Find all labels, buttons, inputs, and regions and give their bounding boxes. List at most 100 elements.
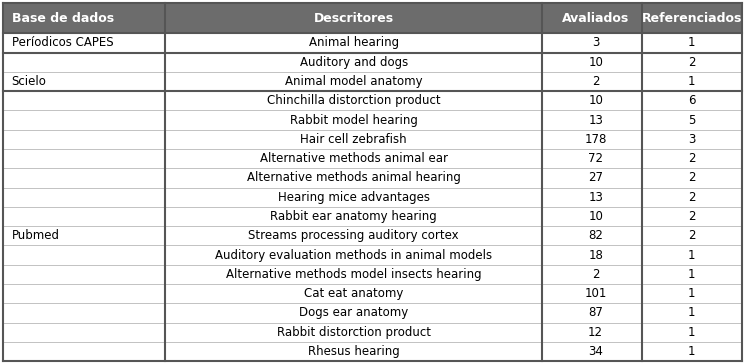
Text: Auditory and dogs: Auditory and dogs bbox=[300, 56, 408, 69]
Text: 82: 82 bbox=[588, 229, 603, 242]
Text: 6: 6 bbox=[688, 94, 695, 107]
Bar bbox=[542, 130, 649, 149]
Text: 5: 5 bbox=[688, 114, 695, 127]
Bar bbox=[165, 33, 542, 52]
Bar bbox=[165, 323, 542, 342]
Text: Pubmed: Pubmed bbox=[11, 229, 60, 242]
Bar bbox=[3, 110, 165, 130]
Bar bbox=[165, 52, 542, 72]
Text: 2: 2 bbox=[688, 152, 695, 165]
Text: Períodicos CAPES: Períodicos CAPES bbox=[11, 36, 113, 50]
Bar bbox=[642, 245, 741, 265]
Text: Rhesus hearing: Rhesus hearing bbox=[308, 345, 399, 358]
Bar bbox=[542, 91, 649, 110]
Text: Hair cell zebrafish: Hair cell zebrafish bbox=[300, 133, 407, 146]
Text: Hearing mice advantages: Hearing mice advantages bbox=[278, 191, 430, 204]
Bar bbox=[642, 110, 741, 130]
Bar bbox=[542, 284, 649, 303]
Text: 13: 13 bbox=[588, 191, 603, 204]
Text: 10: 10 bbox=[588, 94, 603, 107]
Text: 13: 13 bbox=[588, 114, 603, 127]
Bar bbox=[642, 226, 741, 245]
Bar bbox=[3, 265, 165, 284]
Bar bbox=[165, 226, 542, 245]
Text: 178: 178 bbox=[584, 133, 607, 146]
Text: 12: 12 bbox=[588, 326, 603, 339]
Bar bbox=[3, 342, 165, 361]
Bar bbox=[542, 3, 649, 33]
Bar bbox=[542, 52, 649, 72]
Bar bbox=[642, 207, 741, 226]
Bar bbox=[165, 245, 542, 265]
Bar bbox=[165, 207, 542, 226]
Bar bbox=[3, 245, 165, 265]
Bar bbox=[542, 149, 649, 168]
Text: 1: 1 bbox=[688, 287, 695, 300]
Bar bbox=[3, 3, 165, 33]
Text: 72: 72 bbox=[588, 152, 603, 165]
Text: Avaliados: Avaliados bbox=[562, 12, 629, 24]
Bar bbox=[642, 149, 741, 168]
Text: 1: 1 bbox=[688, 306, 695, 320]
Text: 10: 10 bbox=[588, 210, 603, 223]
Text: Rabbit distorction product: Rabbit distorction product bbox=[276, 326, 430, 339]
Bar bbox=[542, 226, 649, 245]
Bar bbox=[642, 91, 741, 110]
Text: 2: 2 bbox=[592, 268, 599, 281]
Bar bbox=[3, 130, 165, 149]
Text: 2: 2 bbox=[688, 171, 695, 185]
Text: 10: 10 bbox=[588, 56, 603, 69]
Text: 2: 2 bbox=[688, 229, 695, 242]
Text: Animal hearing: Animal hearing bbox=[309, 36, 399, 50]
Bar bbox=[642, 187, 741, 207]
Text: 3: 3 bbox=[592, 36, 599, 50]
Bar bbox=[165, 342, 542, 361]
Text: 2: 2 bbox=[592, 75, 599, 88]
Bar bbox=[165, 149, 542, 168]
Bar bbox=[165, 110, 542, 130]
Text: 2: 2 bbox=[688, 56, 695, 69]
Bar bbox=[3, 207, 165, 226]
Bar bbox=[642, 323, 741, 342]
Bar bbox=[3, 226, 165, 245]
Bar bbox=[542, 342, 649, 361]
Text: 1: 1 bbox=[688, 75, 695, 88]
Bar bbox=[3, 149, 165, 168]
Bar bbox=[3, 91, 165, 110]
Text: 34: 34 bbox=[588, 345, 603, 358]
Text: Descritores: Descritores bbox=[313, 12, 394, 24]
Text: 1: 1 bbox=[688, 36, 695, 50]
Text: Animal model anatomy: Animal model anatomy bbox=[285, 75, 423, 88]
Text: Chinchilla distorction product: Chinchilla distorction product bbox=[267, 94, 440, 107]
Text: 1: 1 bbox=[688, 326, 695, 339]
Text: Alternative methods animal ear: Alternative methods animal ear bbox=[260, 152, 448, 165]
Bar bbox=[165, 130, 542, 149]
Text: 101: 101 bbox=[584, 287, 607, 300]
Text: Alternative methods animal hearing: Alternative methods animal hearing bbox=[247, 171, 461, 185]
Bar bbox=[165, 284, 542, 303]
Text: 1: 1 bbox=[688, 249, 695, 262]
Bar bbox=[642, 168, 741, 187]
Bar bbox=[542, 303, 649, 323]
Text: Auditory evaluation methods in animal models: Auditory evaluation methods in animal mo… bbox=[215, 249, 492, 262]
Bar bbox=[165, 72, 542, 91]
Bar bbox=[642, 3, 741, 33]
Bar bbox=[3, 284, 165, 303]
Bar bbox=[642, 130, 741, 149]
Bar bbox=[165, 91, 542, 110]
Text: 2: 2 bbox=[688, 210, 695, 223]
Bar bbox=[542, 168, 649, 187]
Bar bbox=[542, 33, 649, 52]
Text: Rabbit ear anatomy hearing: Rabbit ear anatomy hearing bbox=[270, 210, 437, 223]
Bar bbox=[3, 168, 165, 187]
Bar bbox=[3, 72, 165, 91]
Text: Streams processing auditory cortex: Streams processing auditory cortex bbox=[248, 229, 459, 242]
Bar bbox=[642, 342, 741, 361]
Text: Cat eat anatomy: Cat eat anatomy bbox=[304, 287, 403, 300]
Bar bbox=[642, 33, 741, 52]
Bar bbox=[3, 33, 165, 52]
Text: Referenciados: Referenciados bbox=[642, 12, 742, 24]
Bar bbox=[165, 303, 542, 323]
Bar bbox=[542, 110, 649, 130]
Text: Rabbit model hearing: Rabbit model hearing bbox=[290, 114, 418, 127]
